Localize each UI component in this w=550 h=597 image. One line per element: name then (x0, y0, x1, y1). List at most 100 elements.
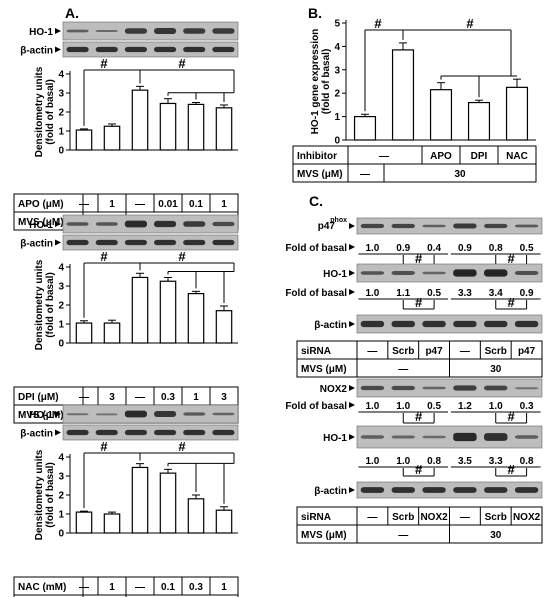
table-c2-cell: NOX2 (420, 512, 448, 523)
c-nox2-fold-value: 1.2 (458, 401, 472, 412)
chart-a2-ytick-label: 0 (58, 529, 64, 540)
table-a1-cell: — (135, 392, 145, 403)
c-actin-blot-2-band (422, 487, 446, 493)
chart-a0-sig2: # (178, 56, 186, 71)
c-nox2-blot-arrow (349, 385, 355, 391)
chart-a1 (75, 272, 233, 344)
c-p47-fold-value: 0.4 (427, 243, 441, 254)
table-a1-row-label: MVS (μM) (18, 410, 64, 421)
table-c2-row-label: siRNA (301, 512, 331, 523)
chart-a2-bar (75, 511, 93, 534)
a1-ho1-blot-band (66, 222, 89, 226)
c-p47-blot-band (360, 223, 385, 229)
table-b-cell: NAC (506, 151, 528, 162)
chart-a2-ylabel: Densitometry units (34, 449, 45, 540)
a2-actin-blot-arrow (55, 429, 61, 436)
c-p47-arrow (349, 223, 355, 229)
c-p47-blot (356, 217, 543, 235)
table-a1-cell: 3 (109, 392, 115, 403)
chart-a1-ytick-label: 4 (58, 263, 64, 274)
table-b-cell: APO (430, 151, 452, 162)
a0-actin-blot (62, 41, 239, 58)
c-actin-blot-2-arrow (349, 487, 355, 493)
a0-ho1-blot-label: HO-1 (29, 27, 53, 38)
c-p47-label: p47 (318, 221, 336, 232)
a2-actin-blot-frame (62, 424, 239, 441)
chart-a1-ylabel2: (fold of basal) (45, 272, 56, 338)
c-actin-blot-2 (356, 481, 543, 499)
table-c2-row-label: MVS (μM) (301, 530, 347, 541)
table-a0-row-label: APO (μM) (18, 199, 64, 210)
table-a0-row-label: MVS (μM) (18, 217, 64, 228)
chart-a0-ytick-label: 1 (58, 127, 64, 138)
table-a0-cell: 1 (221, 199, 227, 210)
a1-ho1-blot-frame (62, 214, 239, 234)
a1-actin-blot (62, 234, 239, 251)
c-ho1-blot-1-band (514, 271, 539, 275)
a2-ho1-blot-label: HO-1 (29, 410, 53, 421)
a1-actin-blot-band (66, 239, 89, 246)
c-actin-blot-1-band (484, 320, 508, 328)
chart-a1-ytick-label: 1 (58, 320, 64, 331)
table-a1-cell: 3 (221, 392, 227, 403)
c-ho1-fold-1-value: 1.1 (396, 288, 410, 299)
c-ho1-fold-2-value: 3.5 (458, 456, 472, 467)
table-c2-cell: — (398, 530, 408, 541)
c-actin-blot-1-band (360, 320, 385, 328)
table-a2-cell: 1 (109, 582, 115, 593)
c-actin-blot-2-label: β-actin (314, 486, 347, 497)
table-c2-cell: 30 (490, 530, 502, 541)
a0-actin-blot-band (183, 46, 206, 53)
table-b-cell: 30 (454, 169, 466, 180)
a1-ho1-blot-band (124, 220, 147, 228)
table-a2-cell: 1 (221, 582, 227, 593)
a0-actin-blot-arrow (55, 46, 61, 53)
c-actin-blot-1-frame (356, 314, 543, 334)
c-p47-fold-arrow (349, 244, 355, 250)
c-p47-fold-value: 1.0 (365, 243, 379, 254)
c-nox2-fold-value: 1.0 (396, 401, 410, 412)
c-nox2-blot-band (360, 385, 385, 391)
a0-actin-blot-label: β-actin (20, 46, 53, 57)
a0-ho1-blot-band (95, 30, 118, 33)
c-actin-blot-2-band (391, 487, 415, 493)
c-ho1-blot-2-band (391, 435, 415, 439)
c-nox2-blot-frame (356, 378, 543, 398)
table-a0-cell: 1 (109, 199, 115, 210)
a2-actin-blot-band (212, 429, 235, 436)
a0-actin-blot-band (212, 46, 235, 53)
a2-actin-blot-label: β-actin (20, 429, 53, 440)
chart-a2-bar (131, 466, 149, 534)
chart-b (353, 42, 529, 141)
c-actin-blot-2-band (453, 487, 477, 493)
chart-a2-sig1: # (100, 439, 108, 454)
a2-ho1-blot-band (66, 413, 89, 416)
c-p47-fold-value: 0.5 (520, 243, 534, 254)
c-actin-blot-2-frame (356, 481, 543, 499)
c-p47-fold-value: 0.9 (458, 243, 472, 254)
c-actin-blot-1-arrow (349, 321, 355, 327)
c-ho1-blot-2-label: HO-1 (323, 433, 347, 444)
c-p47-fold-sig: # (415, 251, 423, 266)
chart-b-ytick-label: 3 (334, 65, 340, 76)
c-ho1-fold-2-value: 0.8 (520, 456, 534, 467)
c-ho1-fold-1-sig: # (508, 295, 516, 310)
a2-actin-blot-band (95, 429, 118, 436)
table-a1-cell: — (79, 392, 89, 403)
chart-b-bar (391, 49, 415, 141)
a2-ho1-blot-band (212, 412, 235, 416)
a2-ho1-blot-arrow (55, 411, 61, 417)
chart-b-sig1: # (374, 16, 382, 31)
table-a2-cell: — (135, 582, 145, 593)
c-ho1-fold-1-arrow (349, 289, 355, 295)
table-c1-cell: p47 (425, 346, 443, 357)
panel-label-a: A. (65, 5, 79, 21)
table-a0-cell: 0.1 (189, 199, 203, 210)
c-p47-blot-band (422, 224, 446, 228)
c-actin-blot-2-band (514, 487, 539, 493)
c-p47-fold-value: 0.8 (489, 243, 503, 254)
a0-ho1-blot-band (212, 28, 235, 34)
a1-actin-blot-band (183, 239, 206, 246)
c-ho1-blot-2 (356, 425, 543, 449)
chart-a0-ytick-label: 3 (58, 89, 64, 100)
